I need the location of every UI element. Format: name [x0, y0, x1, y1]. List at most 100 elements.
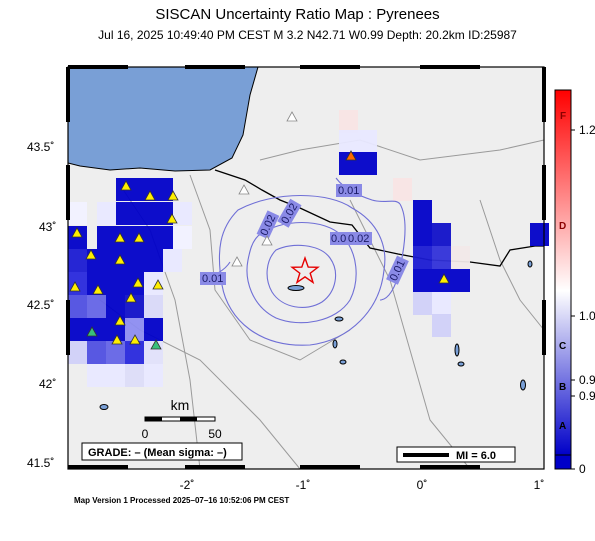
station-triangle-icon: [114, 232, 126, 243]
colorbar-value: 0.9: [579, 373, 595, 387]
contour-label: 0.01: [200, 272, 226, 285]
lakes: [99, 260, 533, 410]
mi-legend-text: MI = 6.0: [456, 450, 496, 462]
grid-cell: [339, 130, 358, 153]
grid-cell: [432, 223, 451, 246]
station-triangle-icon: [133, 232, 145, 243]
station-triangle-icon: [238, 184, 250, 195]
station-triangle-icon: [152, 279, 164, 290]
grid-cell: [106, 364, 125, 387]
scale-tick: 50: [208, 427, 222, 441]
grid-cell: [163, 249, 182, 272]
epicenter-star-icon[interactable]: [290, 255, 320, 285]
svg-text:0.02: 0.02: [348, 233, 369, 245]
lat-tick-label: 42˚: [39, 377, 56, 391]
grid-cell: [432, 292, 451, 315]
grid-cell: [68, 249, 87, 272]
grid-cell: [144, 318, 163, 341]
sea-area: [68, 67, 259, 172]
grade-letter: A: [559, 421, 566, 432]
grid-cell: [87, 341, 106, 364]
station-triangle-icon: [261, 235, 273, 246]
lon-tick-label: -1˚: [296, 478, 311, 492]
mi-legend-box: [396, 446, 516, 463]
station-triangle-icon: [86, 326, 98, 337]
processing-footer: Map Version 1 Processed 2025–07–16 10:52…: [74, 496, 290, 505]
station-triangle-icon: [92, 284, 104, 295]
grid-cell: [125, 249, 144, 272]
station-triangle-icon: [114, 254, 126, 265]
grid-cell: [116, 226, 135, 249]
grid-cell: [106, 341, 125, 364]
colorbar-value: 0: [579, 462, 586, 476]
grid-cell: [68, 226, 87, 249]
station-triangle-icon: [114, 315, 126, 326]
map-subtitle: Jul 16, 2025 10:49:40 PM CEST M 3.2 N42.…: [98, 28, 517, 42]
grid-cell: [413, 292, 432, 315]
scale-bar: km 0 50: [142, 397, 222, 441]
frame-ticks: [66, 65, 546, 469]
national-border: [214, 169, 544, 267]
scale-tick: 0: [142, 427, 149, 441]
station-triangle-icon: [167, 190, 179, 201]
grid-cell: [144, 295, 163, 318]
station-triangle-icon: [231, 256, 243, 267]
grid-cell: [87, 295, 106, 318]
svg-text:0.01: 0.01: [338, 185, 359, 197]
grid-cell: [358, 130, 377, 153]
station-triangle-icon: [286, 111, 298, 122]
station-triangle-icon: [85, 249, 97, 260]
grid-cell: [451, 269, 470, 292]
grid-cell: [173, 202, 192, 225]
seismic-stations: [69, 111, 450, 350]
colorbar-value: 0.9: [579, 389, 595, 403]
colorbar-value: 1.0: [579, 309, 595, 323]
lat-tick-label: 43˚: [39, 220, 56, 234]
grid-cell: [135, 202, 154, 225]
grade-letter: D: [559, 221, 566, 232]
colorbar-value: 1.2: [579, 123, 595, 137]
grid-cell: [451, 246, 470, 269]
station-triangle-icon: [144, 190, 156, 201]
map-title: SISCAN Uncertainty Ratio Map : Pyrenees: [155, 6, 440, 23]
lat-tick-label: 43.5˚: [27, 140, 54, 154]
grid-cell: [106, 295, 125, 318]
grid-cell: [358, 152, 377, 175]
station-triangle-icon: [129, 334, 141, 345]
grid-cell: [68, 202, 87, 225]
grid-cell: [413, 200, 432, 223]
colorbar: F D C B A 1.2 1.0 0.9 0.9 0: [554, 89, 595, 476]
grid-cell: [106, 272, 125, 295]
svg-text:0.01: 0.01: [202, 273, 223, 285]
grade-text: GRADE: – (Mean sigma: –): [88, 447, 227, 459]
station-triangle-icon: [132, 277, 144, 288]
grid-cell: [393, 178, 412, 201]
station-triangle-icon: [166, 213, 178, 224]
grid-cell: [125, 364, 144, 387]
grid-cell: [413, 269, 432, 292]
grid-cell: [144, 364, 163, 387]
station-triangle-icon: [150, 339, 162, 350]
grid-cell: [173, 226, 192, 249]
lon-tick-label: 0˚: [417, 478, 428, 492]
grid-cell: [154, 202, 173, 225]
grid-cell: [413, 223, 432, 246]
station-triangle-icon: [438, 273, 450, 284]
grid-cell: [154, 178, 173, 201]
grid-cell: [68, 295, 87, 318]
grid-cell: [144, 249, 163, 272]
station-triangle-icon: [345, 150, 357, 161]
grid-cell: [125, 318, 144, 341]
grid-cell: [87, 272, 106, 295]
grid-cell: [97, 202, 116, 225]
grid-cell: [97, 226, 116, 249]
lon-tick-label: -2˚: [180, 478, 195, 492]
grid-cell: [125, 341, 144, 364]
grade-box: [81, 442, 243, 461]
lat-tick-label: 42.5˚: [27, 298, 54, 312]
grade-letter: C: [559, 341, 566, 352]
station-triangle-icon: [69, 281, 81, 292]
lon-tick-label: 1˚: [534, 478, 545, 492]
station-triangle-icon: [120, 180, 132, 191]
